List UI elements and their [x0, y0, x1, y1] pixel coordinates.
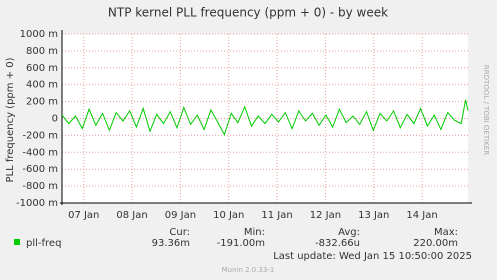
chart-title: NTP kernel PLL frequency (ppm + 0) - by … — [108, 6, 388, 20]
legend-swatch — [14, 239, 20, 245]
summary-header: Cur: — [169, 227, 190, 238]
y-tick-label: -800 m — [22, 181, 58, 192]
y-tick-label: 400 m — [26, 80, 58, 91]
plot-area — [62, 34, 468, 203]
legend-label: pll-freq — [26, 238, 61, 249]
y-tick-label: -600 m — [22, 164, 58, 175]
x-tick-label: 07 Jan — [68, 210, 99, 221]
summary-header: Avg: — [338, 227, 360, 238]
last-update: Last update: Wed Jan 15 10:50:00 2025 — [273, 251, 472, 262]
summary-value: -191.00m — [217, 238, 265, 249]
data-line — [61, 99, 469, 136]
footer: Munin 2.0.33-1 — [222, 266, 275, 274]
y-tick-label: -400 m — [22, 147, 58, 158]
watermark: RRDTOOL / TOBI OETIKER — [482, 65, 490, 155]
y-tick-label: 800 m — [26, 46, 58, 57]
summary-value: 220.00m — [413, 238, 458, 249]
x-tick-label: 12 Jan — [310, 210, 341, 221]
x-tick-label: 11 Jan — [261, 210, 292, 221]
y-tick-label: 0 — [52, 114, 58, 125]
x-tick-label: 13 Jan — [358, 210, 389, 221]
x-tick-label: 10 Jan — [213, 210, 244, 221]
y-axis-label: PLL frequency (ppm + 0) — [5, 57, 16, 182]
y-tick-label: 600 m — [26, 63, 58, 74]
summary-value: 93.36m — [152, 238, 190, 249]
y-tick-label: 1000 m — [20, 29, 58, 40]
y-tick-label: 200 m — [26, 97, 58, 108]
summary-header: Max: — [434, 227, 458, 238]
x-tick-label: 08 Jan — [116, 210, 147, 221]
x-tick-label: 09 Jan — [165, 210, 196, 221]
y-tick-label: -200 m — [22, 130, 58, 141]
summary-value: -832.66u — [315, 238, 360, 249]
x-tick-label: 14 Jan — [406, 210, 437, 221]
summary-header: Min: — [244, 227, 265, 238]
y-tick-label: -1000 m — [16, 198, 58, 209]
